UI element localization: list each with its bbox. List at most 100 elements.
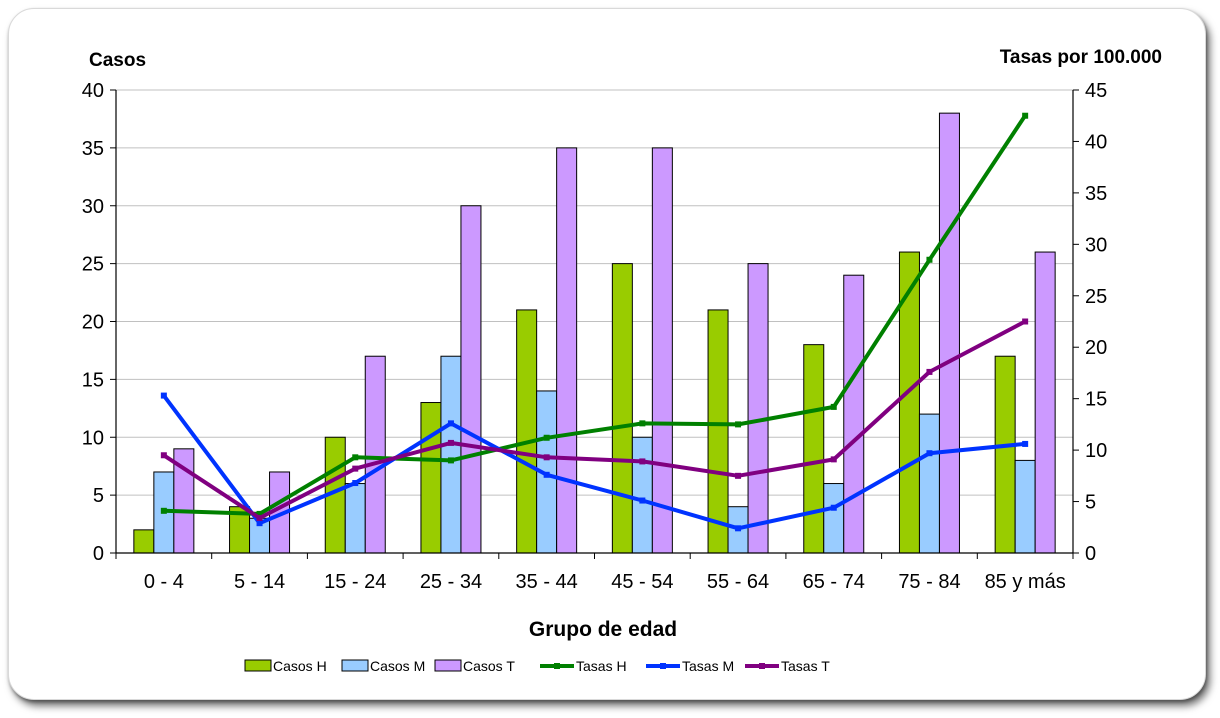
right-tick-label: 45 <box>1085 80 1107 102</box>
point-tasas-t-75-84 <box>926 368 933 375</box>
bar-casos-m-45-54 <box>631 436 653 554</box>
x-tick-label: 45 - 54 <box>611 571 673 593</box>
point-tasas-h-0-4 <box>160 507 167 514</box>
x-tick-label: 35 - 44 <box>516 571 578 593</box>
right-tick-label: 15 <box>1085 389 1107 411</box>
left-tick-label: 30 <box>82 196 104 218</box>
bar-casos-m-15-24 <box>344 483 366 554</box>
bar-casos-t-25-34 <box>460 205 482 554</box>
right-tick-label: 35 <box>1085 183 1107 205</box>
point-tasas-t-0-4 <box>160 452 167 459</box>
rate-lines <box>160 112 1029 532</box>
legend-marker-tasas-h <box>554 663 560 669</box>
bar-casos-t-85-y-m-s <box>1034 251 1056 554</box>
bar-casos-t-55-64 <box>747 263 769 554</box>
left-axis-title: Casos <box>89 50 146 71</box>
point-tasas-t-25-34 <box>447 439 454 446</box>
bar-casos-t-35-44 <box>556 147 578 554</box>
point-tasas-t-65-74 <box>830 456 837 463</box>
x-tick-label: 85 y más <box>985 571 1066 593</box>
point-tasas-h-85-y-m-s <box>1022 112 1029 119</box>
x-axis-ticks: 0 - 4 5 - 14 15 - 24 25 - 34 35 - 44 45 - 54 5… <box>144 571 1066 593</box>
x-tick-label: 55 - 64 <box>707 571 769 593</box>
right-tick-label: 5 <box>1085 492 1096 514</box>
left-tick-label: 20 <box>82 312 104 334</box>
legend-swatch-casos-t <box>434 659 462 672</box>
bar-casos-m-85-y-m-s <box>1014 459 1036 554</box>
point-tasas-h-55-64 <box>735 421 742 428</box>
right-axis-title: Tasas por 100.000 <box>1000 47 1162 68</box>
legend-label-tasas-h: Tasas H <box>576 658 627 674</box>
legend-swatch-casos-h <box>244 659 272 672</box>
point-tasas-m-15-24 <box>352 480 359 487</box>
chart-frame: 0 5 10 15 20 25 30 35 40 0 5 10 15 20 25 30 35 40 45 0 - … <box>8 8 1206 700</box>
right-tick-label: 30 <box>1085 234 1107 256</box>
legend-marker-tasas-m <box>660 663 666 669</box>
point-tasas-m-55-64 <box>735 525 742 532</box>
bar-casos-h-25-34 <box>420 402 442 554</box>
point-tasas-m-5-14 <box>256 520 263 527</box>
line-tasas-t <box>161 319 1028 520</box>
bar-casos-t-15-24 <box>364 355 386 554</box>
left-tick-label: 35 <box>82 138 104 160</box>
legend-swatch-casos-m <box>341 659 369 672</box>
point-tasas-t-15-24 <box>352 465 359 472</box>
left-axis-ticks: 0 5 10 15 20 25 30 35 40 <box>82 80 116 565</box>
bar-casos-m-75-84 <box>918 413 940 554</box>
bar-casos-t-45-54 <box>651 147 673 554</box>
right-axis-ticks: 0 5 10 15 20 25 30 35 40 45 <box>1073 80 1107 565</box>
right-tick-label: 10 <box>1085 440 1107 462</box>
legend-label-casos-m: Casos M <box>370 658 425 674</box>
bar-casos-h-35-44 <box>516 309 538 554</box>
point-tasas-t-5-14 <box>256 515 263 522</box>
point-tasas-h-45-54 <box>639 420 646 427</box>
point-tasas-h-75-84 <box>926 256 933 263</box>
point-tasas-h-65-74 <box>830 403 837 410</box>
bar-casos-h-65-74 <box>803 344 825 554</box>
point-tasas-m-0-4 <box>160 392 167 399</box>
point-tasas-t-35-44 <box>543 454 550 461</box>
point-tasas-t-85-y-m-s <box>1022 318 1029 325</box>
gridlines <box>116 89 1073 496</box>
point-tasas-m-65-74 <box>830 504 837 511</box>
bar-casos-m-25-34 <box>440 355 462 554</box>
x-tick-label: 15 - 24 <box>324 571 386 593</box>
point-tasas-m-25-34 <box>447 420 454 427</box>
left-tick-label: 5 <box>93 485 104 507</box>
x-tick-label: 5 - 14 <box>234 571 285 593</box>
right-tick-label: 25 <box>1085 286 1107 308</box>
combo-chart: 0 5 10 15 20 25 30 35 40 0 5 10 15 20 25 30 35 40 45 0 - … <box>82 47 1162 674</box>
line-tasas-h <box>161 113 1028 516</box>
x-tick-label: 0 - 4 <box>144 571 184 593</box>
left-tick-label: 25 <box>82 254 104 276</box>
line-tasas-m <box>161 393 1028 531</box>
point-tasas-m-45-54 <box>639 497 646 504</box>
bar-casos-h-75-84 <box>898 251 920 554</box>
point-tasas-h-35-44 <box>543 434 550 441</box>
point-tasas-m-85-y-m-s <box>1022 440 1029 447</box>
legend-label-tasas-t: Tasas T <box>781 658 830 674</box>
bar-casos-t-65-74 <box>843 274 865 554</box>
legend-label-casos-t: Casos T <box>463 658 515 674</box>
bar-casos-h-45-54 <box>611 263 633 554</box>
bar-casos-h-85-y-m-s <box>994 355 1016 554</box>
x-axis-title: Grupo de edad <box>529 618 677 641</box>
point-tasas-m-75-84 <box>926 450 933 457</box>
legend-label-tasas-m: Tasas M <box>682 658 734 674</box>
bar-casos-m-65-74 <box>823 483 845 554</box>
right-tick-label: 40 <box>1085 131 1107 153</box>
left-tick-label: 40 <box>82 80 104 102</box>
point-tasas-t-45-54 <box>639 458 646 465</box>
legend: Casos H Casos M Casos T Tasas H Tasas M Tasas… <box>244 658 830 674</box>
left-tick-label: 15 <box>82 369 104 391</box>
x-tick-label: 65 - 74 <box>803 571 865 593</box>
left-tick-label: 0 <box>93 543 104 565</box>
point-tasas-h-25-34 <box>447 457 454 464</box>
legend-marker-tasas-t <box>759 663 765 669</box>
bar-casos-h-0-4 <box>133 529 155 554</box>
x-tick-label: 75 - 84 <box>898 571 960 593</box>
bar-casos-h-55-64 <box>707 309 729 554</box>
point-tasas-m-35-44 <box>543 471 550 478</box>
legend-label-casos-h: Casos H <box>273 658 327 674</box>
bar-casos-t-75-84 <box>938 112 960 554</box>
